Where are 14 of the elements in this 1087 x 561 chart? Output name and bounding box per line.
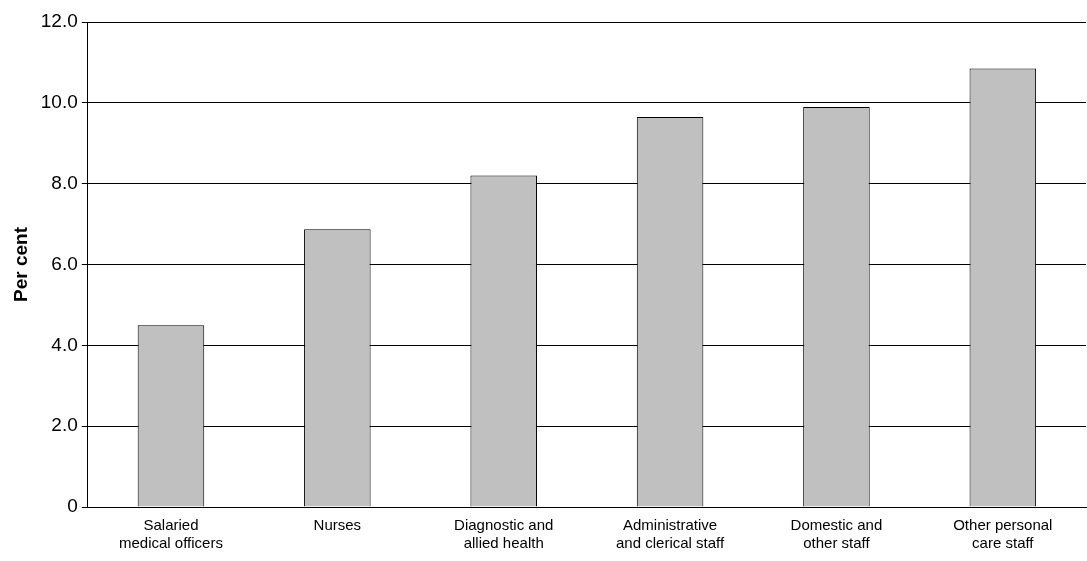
y-tick-label: 0 [67,495,78,517]
y-tick-label: 6.0 [51,252,78,274]
y-tick-label: 10.0 [40,91,78,113]
y-tick-label: 12.0 [40,10,78,32]
x-tick-label: Other personal care staff [953,516,1053,552]
y-tick-label: 2.0 [51,414,78,436]
y-tick-label: 4.0 [51,333,78,355]
y-tick-label: 8.0 [51,171,78,193]
x-tick-label: Nurses [313,516,362,534]
x-tick-label: Administrative and clerical staff [616,516,725,552]
y-axis-title: Per cent [9,226,31,302]
x-tick-label: Salaried medical officers [119,516,223,552]
x-tick-label: Domestic and other staff [790,516,883,552]
x-tick-label: Diagnostic and allied health [454,516,554,552]
